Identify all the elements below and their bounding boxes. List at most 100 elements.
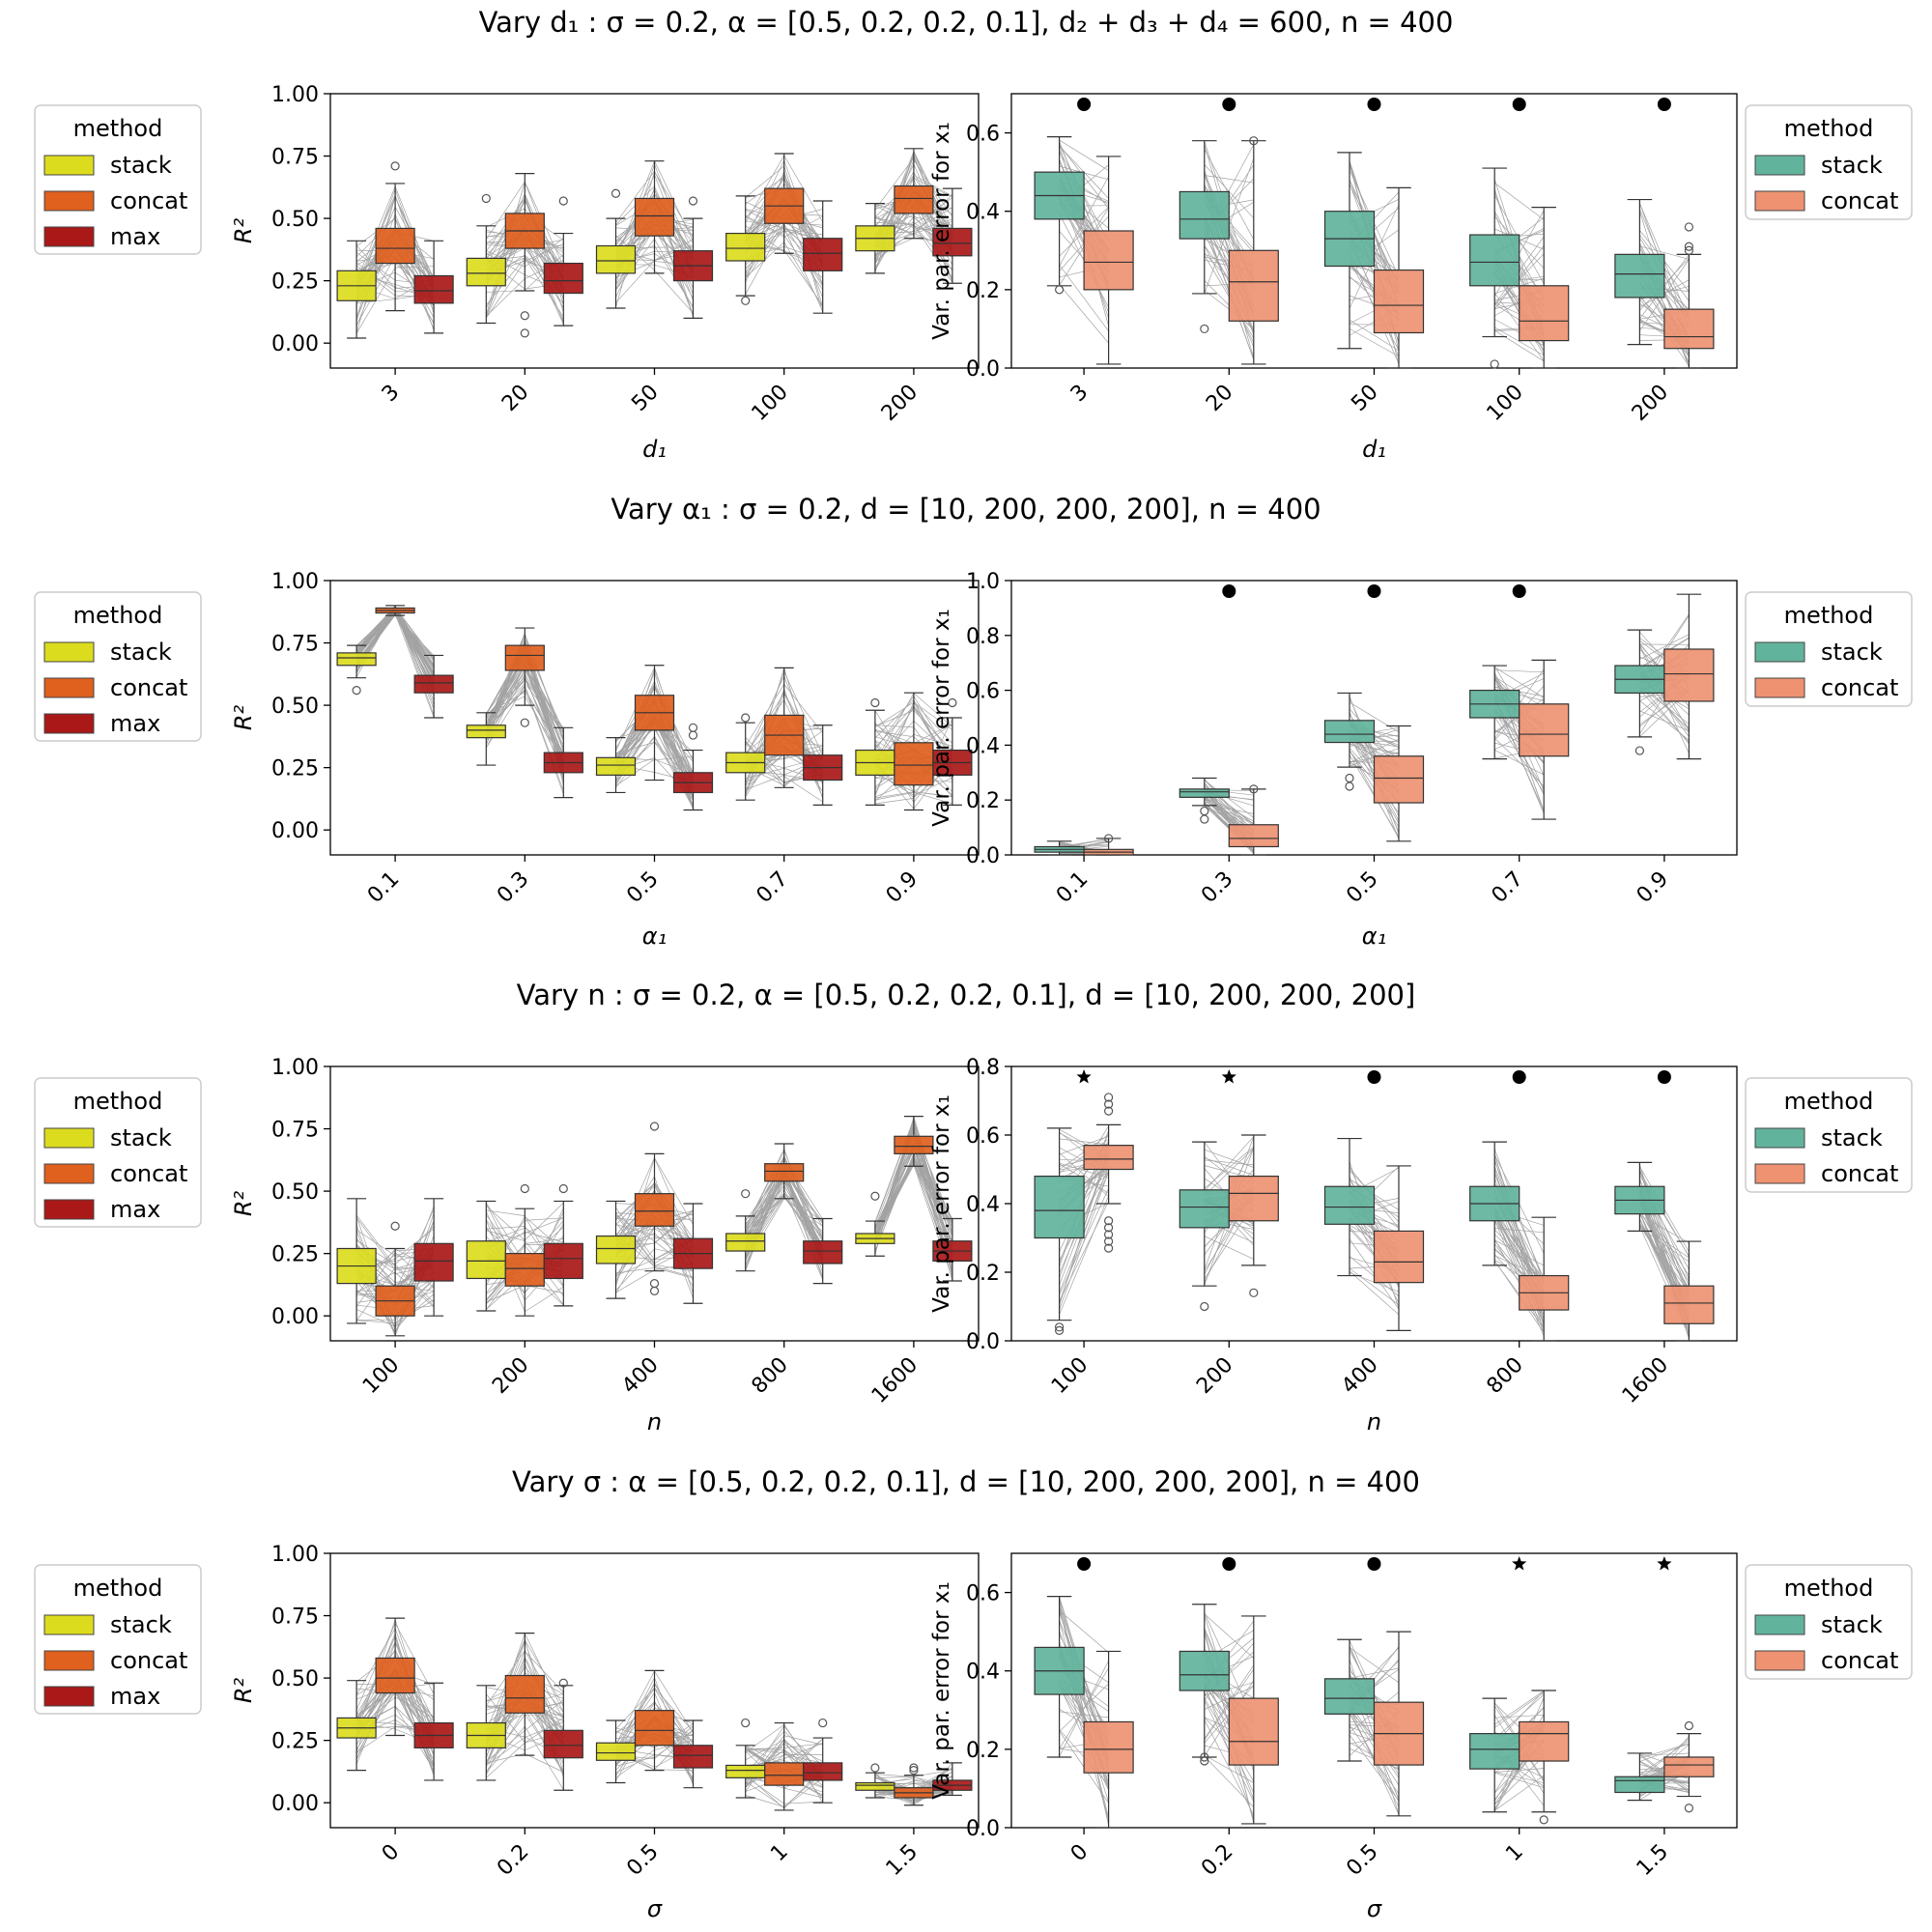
legend-label-concat: concat xyxy=(110,1647,187,1674)
outlier-point xyxy=(649,1286,660,1295)
outlier-point xyxy=(688,196,698,206)
paired-line xyxy=(1349,328,1400,357)
y-tick-label: 0.00 xyxy=(271,1305,319,1329)
paired-line xyxy=(1204,1754,1254,1783)
box-stack xyxy=(725,1764,766,1778)
y-tick-label: 0.2 xyxy=(966,279,1000,303)
y-axis-label: R² xyxy=(230,1190,257,1216)
legend-label-stack: stack xyxy=(1821,639,1883,666)
row-title: Vary σ : α = [0.5, 0.2, 0.2, 0.1], d = [… xyxy=(512,1465,1420,1498)
outlier-point xyxy=(1634,746,1645,755)
box-concat xyxy=(1228,249,1279,322)
box-concat xyxy=(1663,1285,1715,1324)
x-tick-label: 0.5 xyxy=(622,1840,663,1881)
legend-swatch-stack xyxy=(1754,155,1805,176)
y-tick-label: 0.25 xyxy=(271,270,319,295)
paired-line xyxy=(1494,669,1545,673)
paired-line xyxy=(1639,1227,1690,1263)
y-tick-label: 0.75 xyxy=(271,1605,319,1630)
legend-label-max: max xyxy=(110,1196,160,1223)
y-tick-label: 1.00 xyxy=(271,570,319,594)
box-concat xyxy=(1519,1720,1570,1762)
box-stack xyxy=(595,1235,637,1264)
paired-line xyxy=(1349,744,1400,754)
outlier-point xyxy=(520,718,529,727)
row-title: Vary α₁ : σ = 0.2, d = [10, 200, 200, 20… xyxy=(611,493,1321,526)
x-tick-label: 0.1 xyxy=(363,867,404,908)
box-max xyxy=(543,262,583,295)
x-axis-label: d₁ xyxy=(1362,436,1386,463)
paired-line xyxy=(1204,1755,1255,1807)
significance-dot xyxy=(1512,1070,1526,1084)
y-tick-label: 0.2 xyxy=(966,789,1000,813)
significance-dot xyxy=(1077,1557,1092,1571)
paired-line xyxy=(1059,1609,1109,1654)
box-concat xyxy=(1373,755,1425,804)
legend-frame xyxy=(34,1077,202,1228)
x-tick-label: 0.9 xyxy=(882,867,923,908)
box-concat xyxy=(375,1657,415,1694)
x-tick-label: 0.3 xyxy=(1197,867,1237,908)
significance-dot xyxy=(1512,98,1526,111)
paired-line xyxy=(1204,1146,1255,1189)
legend-title: method xyxy=(1784,115,1874,142)
box-max xyxy=(932,227,973,257)
y-tick-label: 1.00 xyxy=(271,83,319,107)
box-concat xyxy=(375,227,415,265)
legend-label-stack: stack xyxy=(1821,152,1883,179)
paired-line xyxy=(1639,634,1690,660)
y-tick-label: 0.00 xyxy=(271,819,319,843)
outlier-point xyxy=(1200,1752,1209,1762)
x-tick-label: 0.9 xyxy=(1633,867,1673,908)
box-concat xyxy=(504,644,545,671)
box-stack xyxy=(595,244,637,274)
paired-line xyxy=(1639,700,1690,741)
paired-line xyxy=(1059,176,1109,267)
x-tick-label: 400 xyxy=(1337,1353,1382,1399)
significance-star xyxy=(1221,1069,1236,1084)
x-tick-label: 3 xyxy=(1066,381,1094,408)
box-stack xyxy=(466,257,506,287)
legend-label-stack: stack xyxy=(1821,1124,1883,1151)
paired-line xyxy=(1494,667,1545,698)
box-stack xyxy=(595,1742,637,1761)
y-axis-label: R² xyxy=(230,217,257,243)
outlier-point xyxy=(1200,814,1209,824)
box-concat xyxy=(764,1762,805,1786)
box-stack xyxy=(1614,1776,1665,1794)
box-stack xyxy=(1034,1175,1085,1239)
outlier-point xyxy=(1684,1804,1694,1813)
box-concat xyxy=(634,1193,675,1227)
x-axis-label: σ xyxy=(1367,1895,1382,1922)
paired-line xyxy=(1494,1771,1545,1784)
outlier-point xyxy=(1103,1216,1114,1226)
paired-line xyxy=(1059,1711,1109,1719)
y-tick-label: 0.0 xyxy=(966,1817,1000,1841)
y-axis-label: Var. par. error for x₁ xyxy=(929,609,954,826)
paired-line xyxy=(1059,1605,1109,1823)
outlier-point xyxy=(688,730,698,740)
box-max xyxy=(803,238,843,271)
paired-line xyxy=(1493,737,1545,787)
paired-line xyxy=(1349,1647,1400,1684)
legend-label-max: max xyxy=(110,710,160,737)
outlier-point xyxy=(948,697,957,708)
outlier-point xyxy=(870,1191,880,1201)
significance-dot xyxy=(1222,98,1236,111)
legend-swatch-max xyxy=(43,713,95,734)
outlier-point xyxy=(481,193,491,204)
outlier-point xyxy=(1249,1288,1259,1297)
box-stack xyxy=(1179,1650,1230,1691)
paired-line xyxy=(1059,1138,1109,1146)
x-tick-label: 1600 xyxy=(1618,1353,1673,1408)
outlier-point xyxy=(1684,242,1694,251)
paired-line xyxy=(1204,1719,1255,1816)
legend-label-max: max xyxy=(110,223,160,250)
outlier-point xyxy=(1103,1093,1114,1102)
outlier-point xyxy=(1684,1720,1694,1731)
outlier-point xyxy=(1103,834,1114,843)
legend-title: method xyxy=(73,115,163,142)
paired-line xyxy=(1494,327,1545,356)
box-max xyxy=(803,1240,843,1264)
y-tick-label: 0.00 xyxy=(271,1792,319,1816)
